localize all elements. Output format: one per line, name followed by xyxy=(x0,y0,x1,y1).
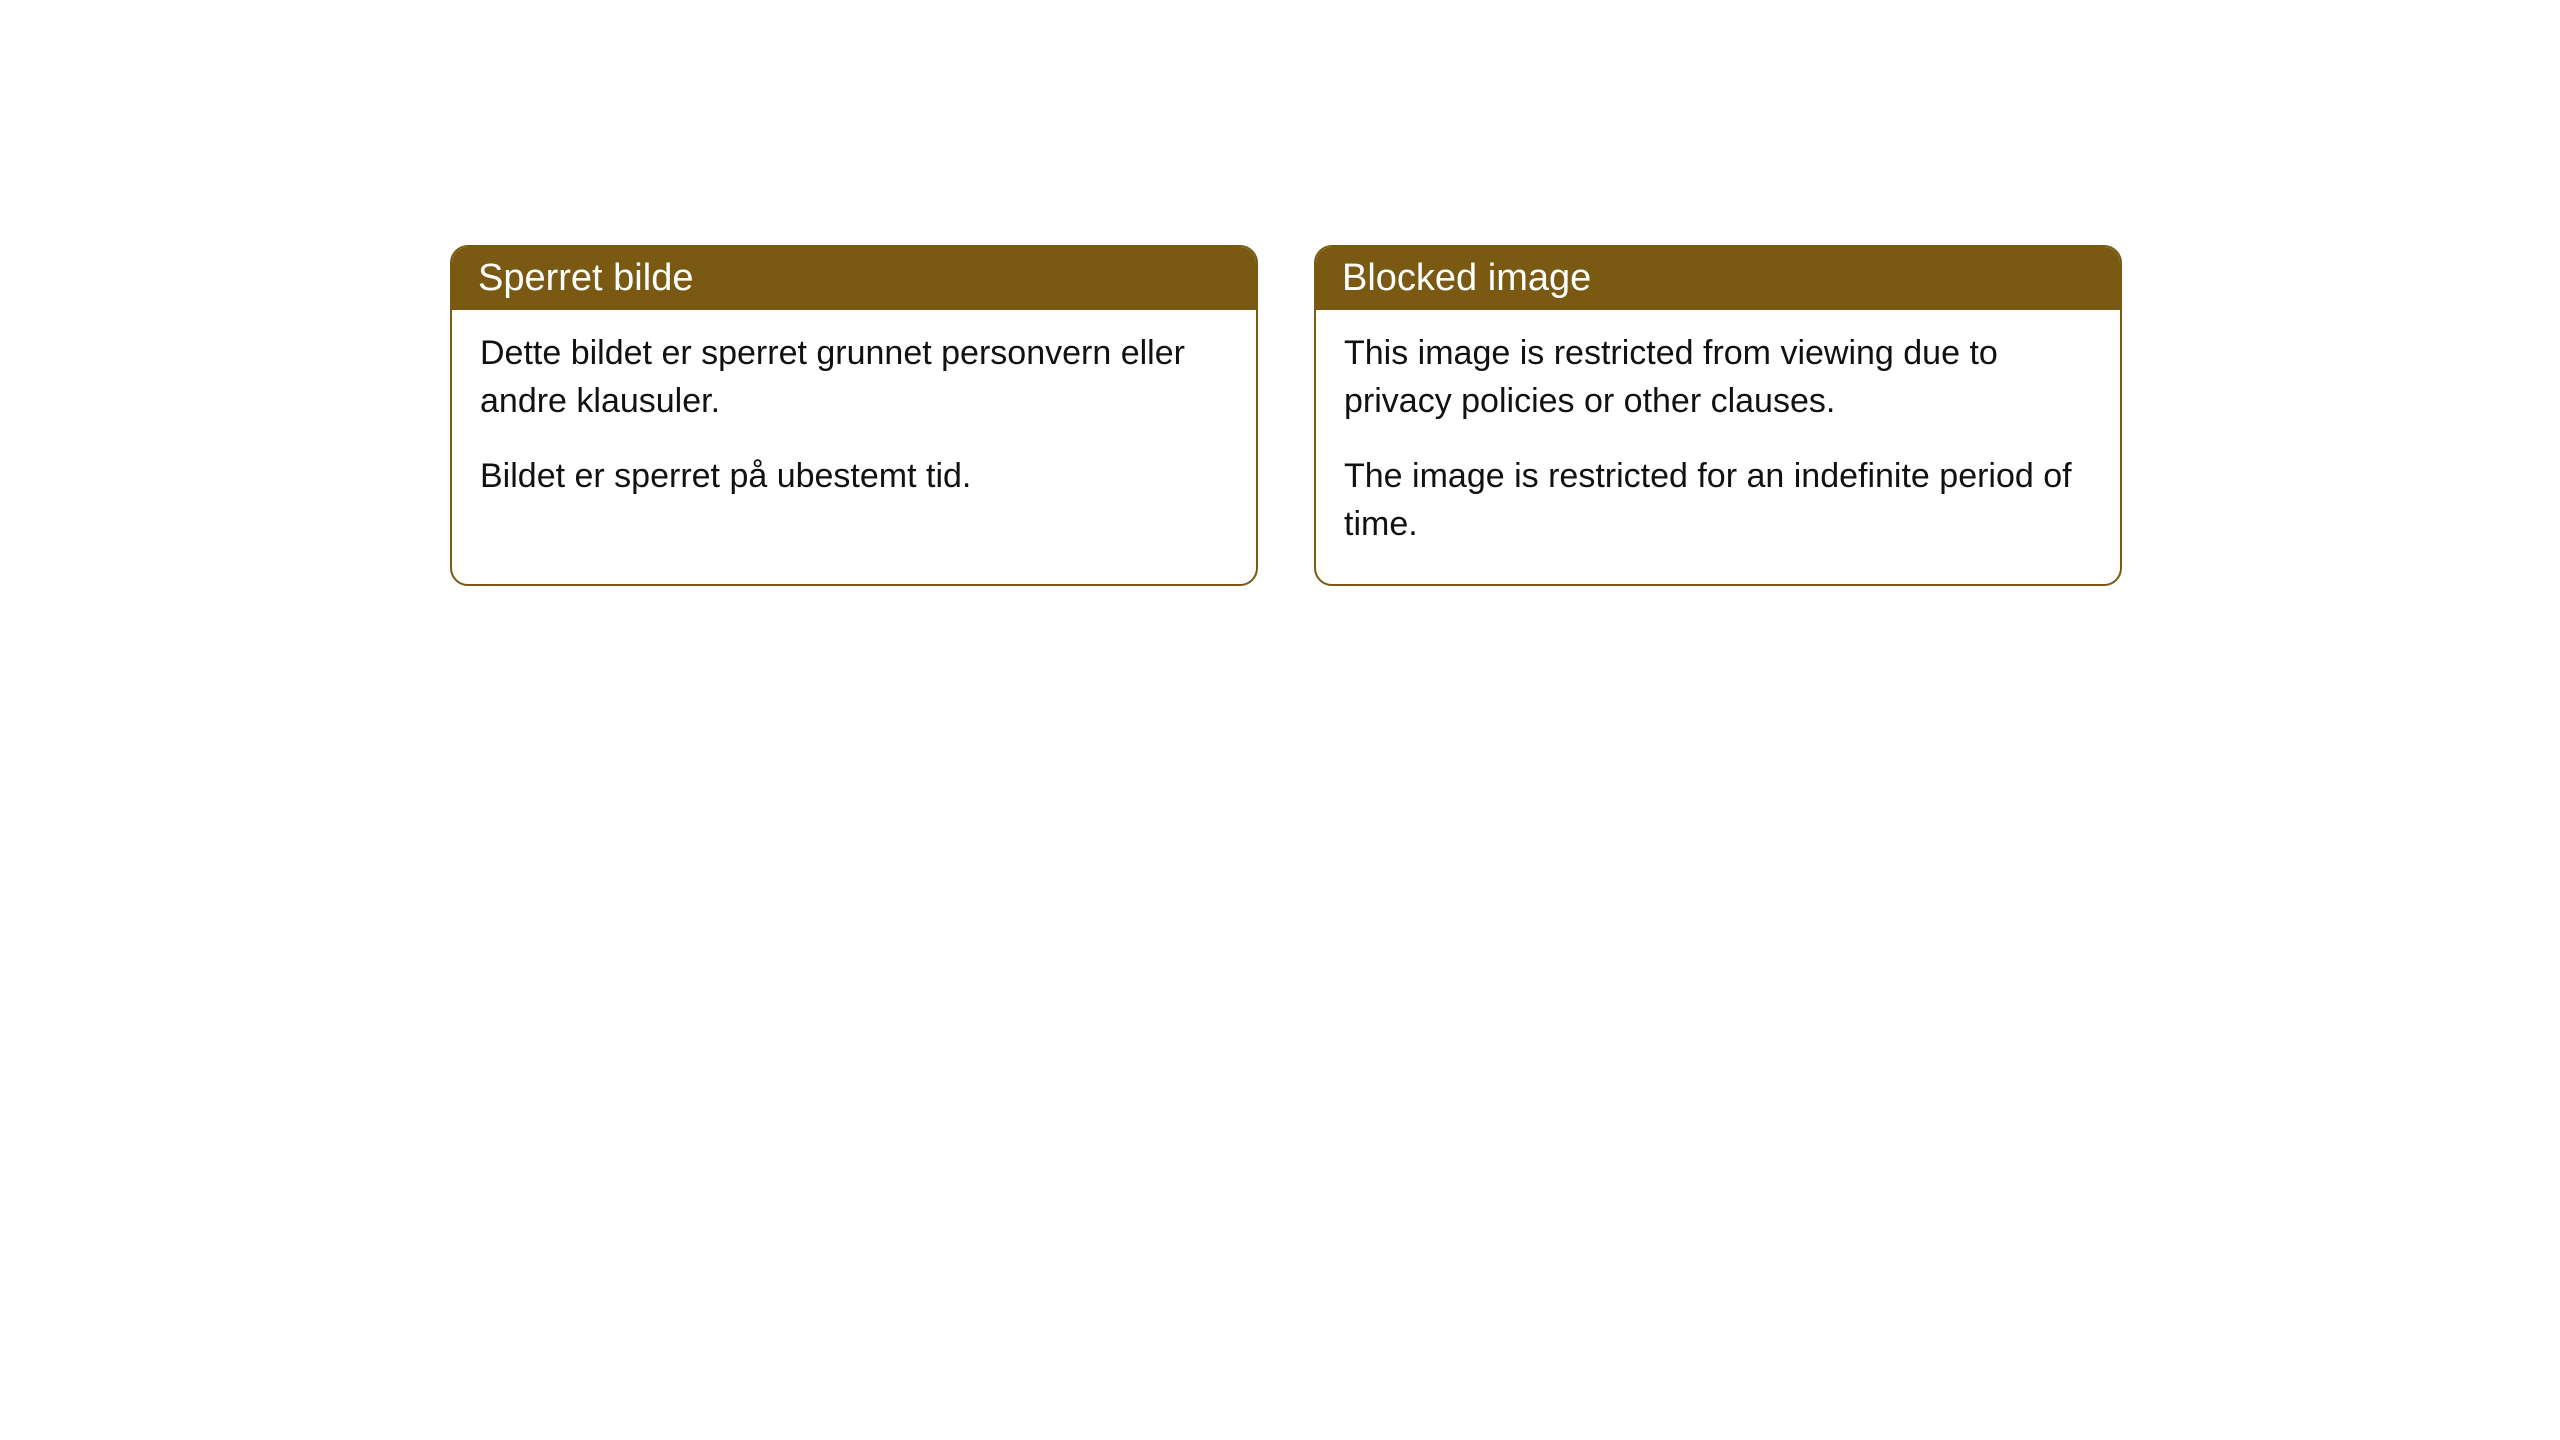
card-header-english: Blocked image xyxy=(1316,247,2120,310)
notice-card-english: Blocked image This image is restricted f… xyxy=(1314,245,2122,586)
card-title: Blocked image xyxy=(1342,257,1591,299)
card-title: Sperret bilde xyxy=(478,257,693,299)
card-paragraph: The image is restricted for an indefinit… xyxy=(1344,453,2092,548)
card-header-norwegian: Sperret bilde xyxy=(452,247,1256,310)
notice-card-norwegian: Sperret bilde Dette bildet er sperret gr… xyxy=(450,245,1258,586)
notice-cards-container: Sperret bilde Dette bildet er sperret gr… xyxy=(450,245,2122,586)
card-paragraph: Dette bildet er sperret grunnet personve… xyxy=(480,330,1228,425)
card-paragraph: This image is restricted from viewing du… xyxy=(1344,330,2092,425)
card-paragraph: Bildet er sperret på ubestemt tid. xyxy=(480,453,1228,501)
card-body-english: This image is restricted from viewing du… xyxy=(1316,310,2120,584)
card-body-norwegian: Dette bildet er sperret grunnet personve… xyxy=(452,310,1256,537)
